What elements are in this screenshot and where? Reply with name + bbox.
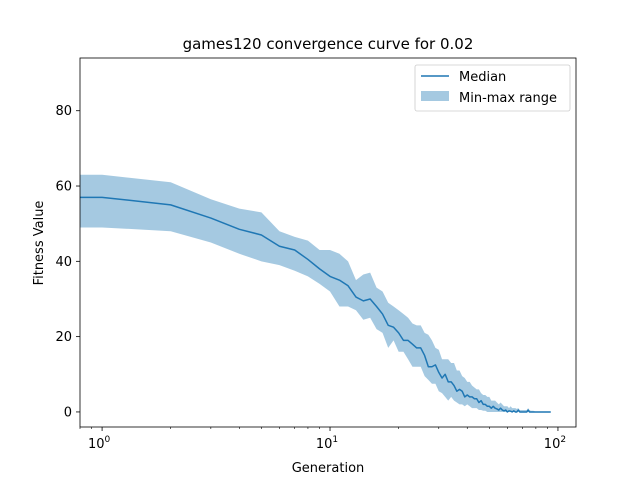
axes-frame	[79, 57, 577, 428]
axes: 0 20 40 60 80 100 101 102	[55, 57, 577, 452]
median-line	[80, 196, 551, 413]
x-tick-label: 100	[88, 435, 111, 452]
legend-label-median: Median	[459, 70, 506, 85]
y-tick-label: 0	[64, 405, 72, 420]
y-tick-label: 60	[55, 180, 72, 195]
x-tick-label: 102	[544, 435, 566, 452]
y-tick-label: 80	[55, 104, 72, 119]
min-max-band	[80, 174, 551, 412]
legend: Median Min-max range	[414, 64, 571, 112]
x-tick-label: 101	[316, 435, 338, 452]
y-tick-label: 20	[55, 330, 72, 345]
y-tick-label: 40	[55, 255, 72, 270]
legend-swatch-range	[421, 91, 449, 101]
chart-title: games120 convergence curve for 0.02	[183, 35, 474, 53]
plot-area	[80, 174, 551, 413]
plot-inner	[80, 174, 551, 413]
legend-label-range: Min-max range	[459, 91, 557, 106]
x-axis-label: Generation	[292, 461, 365, 476]
y-axis-label: Fitness Value	[32, 201, 47, 286]
legend-box	[414, 64, 571, 112]
